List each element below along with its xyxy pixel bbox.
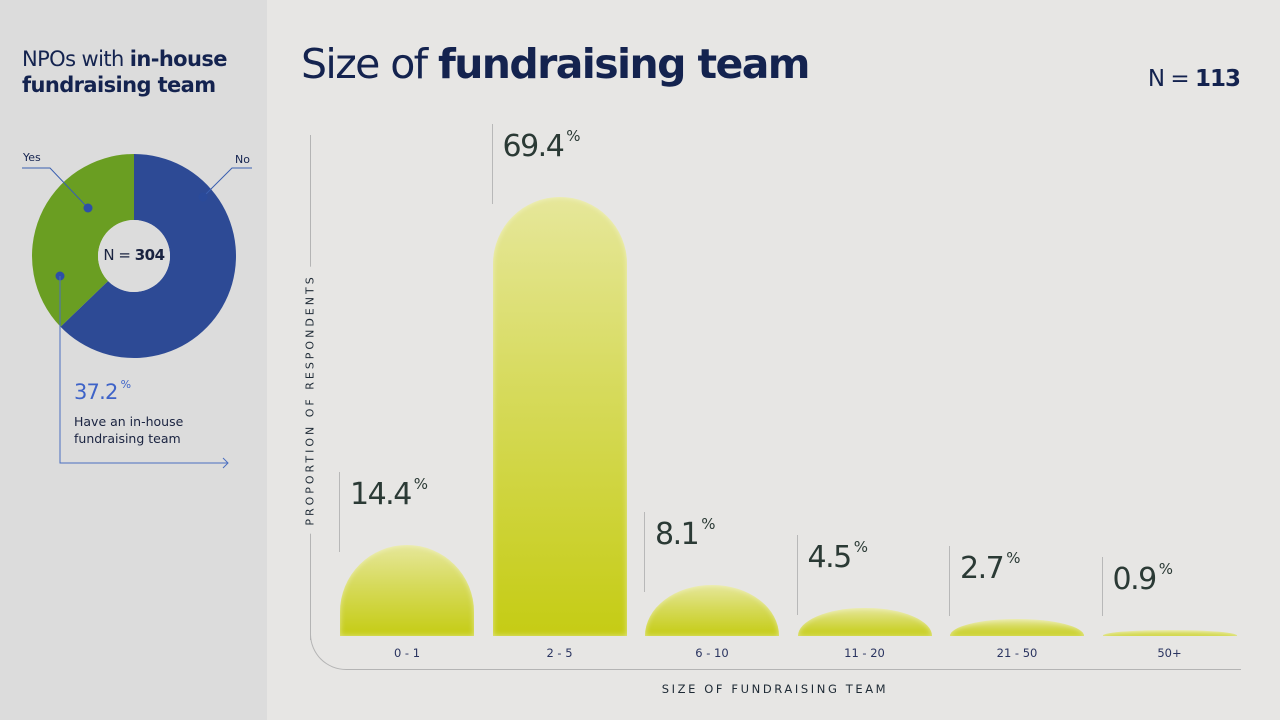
value-label: 14.4% — [350, 474, 429, 512]
donut-hole — [98, 220, 170, 292]
yes-marker-dot — [83, 203, 93, 213]
bar-3 — [797, 607, 932, 636]
legend-yes: Yes — [23, 151, 41, 164]
donut-slice-yes — [32, 154, 134, 327]
value-label: 4.5% — [807, 537, 868, 575]
highlight-caption: Have an in-house fundraising team — [74, 414, 184, 446]
value-label: 0.9% — [1112, 560, 1173, 598]
x-axis-line — [349, 669, 1241, 670]
y-axis-label: PROPORTION OF RESPONDENTS — [303, 266, 317, 534]
page-title: Size of fundraising team — [301, 40, 811, 88]
highlight-arrow-line — [59, 276, 228, 464]
donut-chart — [22, 154, 252, 469]
value-label: 2.7% — [960, 548, 1021, 586]
donut-slice-no — [60, 154, 237, 358]
value-leader-line — [1101, 557, 1103, 616]
side-panel-title: NPOs with in-house fundraising team — [22, 47, 227, 97]
value-leader-line — [949, 545, 950, 616]
bar-5 — [1102, 630, 1237, 636]
side-panel: NPOs with in-house fundraising team Yes … — [0, 0, 267, 720]
donut-n-label: N = 304 — [103, 246, 165, 264]
bar-0 — [340, 544, 474, 636]
x-axis-label: SIZE OF FUNDRAISING TEAM — [661, 682, 889, 696]
bar-1 — [492, 197, 627, 636]
category-label: 21 - 50 — [996, 646, 1038, 660]
no-leader-line — [202, 167, 252, 198]
highlight-percentage: 37.2% — [74, 378, 131, 404]
arrow-right-icon — [222, 457, 229, 469]
yes-leader-line — [22, 167, 89, 209]
value-label: 8.1% — [655, 514, 716, 552]
category-label: 2 - 5 — [546, 646, 573, 660]
sample-size: N = 113 — [1147, 66, 1241, 92]
category-label: 50+ — [1157, 646, 1182, 660]
value-label: 69.4% — [502, 127, 581, 164]
bar-4 — [950, 618, 1084, 636]
category-label: 6 - 10 — [695, 646, 729, 660]
value-leader-line — [644, 511, 645, 592]
value-leader-line — [339, 471, 340, 552]
legend-no: No — [235, 153, 250, 166]
category-label: 11 - 20 — [844, 646, 885, 660]
category-label: 0 - 1 — [393, 646, 421, 660]
value-leader-line — [491, 124, 493, 204]
value-leader-line — [796, 534, 798, 615]
no-marker-dot — [198, 192, 208, 202]
bar-2 — [645, 584, 779, 636]
